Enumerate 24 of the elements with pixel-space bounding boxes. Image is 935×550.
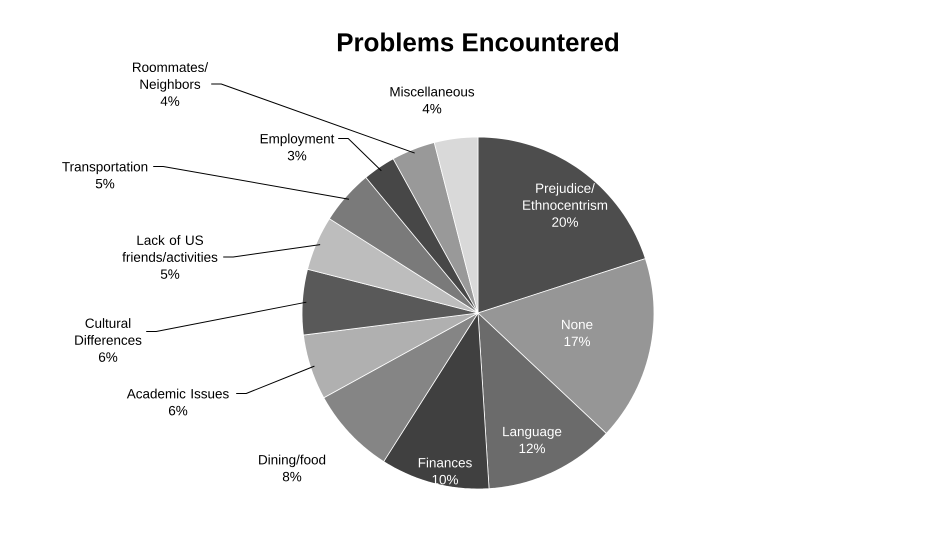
slice-label: Cultural Differences [75, 318, 142, 345]
data-label: 4% [422, 104, 442, 114]
data-label: 6% [98, 352, 118, 362]
slice-label: Lack of US friends/activities [122, 235, 218, 262]
data-label: 20% [552, 217, 578, 227]
data-label: 3% [288, 150, 306, 160]
data-label: 5% [160, 269, 180, 279]
slice-label: Transportation [62, 162, 148, 174]
slice-label: Prejudice/ Ethnocentrism [523, 183, 608, 210]
slice-label: Dining/food [259, 454, 326, 468]
data-label: 5% [96, 178, 114, 188]
data-label: 12% [520, 444, 545, 454]
data-label: 6% [168, 406, 188, 416]
slice-label: Finances [418, 458, 472, 468]
data-label: 17% [564, 336, 590, 346]
slice-label: Miscellaneous [390, 86, 474, 96]
slice-label: Roommates/ Neighbors [133, 62, 208, 92]
slice-label: None [562, 320, 592, 330]
data-label: 8% [282, 472, 302, 482]
slice-label: Language [503, 426, 562, 439]
chart-title: Problems Encountered [338, 32, 618, 52]
slice-label: Employment [260, 134, 334, 146]
data-label: 4% [160, 96, 180, 106]
slice-label: Academic Issues [126, 388, 229, 398]
